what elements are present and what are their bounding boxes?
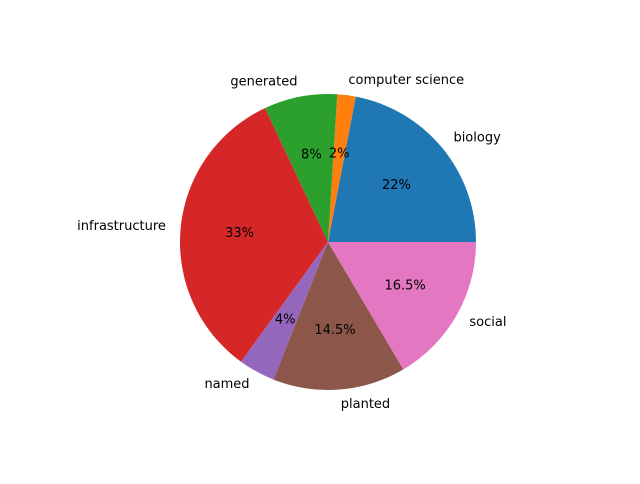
slice-label-computer-science: computer science xyxy=(348,73,464,88)
slice-pct-computer-science: 2% xyxy=(329,146,350,161)
slice-pct-biology: 22% xyxy=(382,178,411,193)
slice-pct-infrastructure: 33% xyxy=(225,226,254,241)
slice-label-infrastructure: infrastructure xyxy=(77,219,166,234)
pie-slice-planted xyxy=(273,242,404,390)
pie-slice-infrastructure xyxy=(180,108,328,362)
pie-slice-social xyxy=(328,242,476,370)
pie-slice-computer-science xyxy=(328,94,356,243)
slice-label-social: social xyxy=(469,315,506,330)
slices-layer xyxy=(180,94,477,390)
labels-layer: biology 22% computer science 2% generated 8% i… xyxy=(77,73,506,412)
slice-label-named: named xyxy=(204,377,249,392)
slice-label-planted: planted xyxy=(341,397,390,412)
pie-slice-biology xyxy=(328,96,477,242)
pie-slice-generated xyxy=(264,94,338,242)
slice-pct-social: 16.5% xyxy=(384,279,425,294)
slice-label-biology: biology xyxy=(453,131,501,146)
slice-pct-planted: 14.5% xyxy=(314,323,355,338)
slice-pct-generated: 8% xyxy=(301,147,322,162)
pie-slice-named xyxy=(241,242,328,380)
slice-pct-named: 4% xyxy=(275,312,296,327)
slice-label-generated: generated xyxy=(230,75,297,90)
